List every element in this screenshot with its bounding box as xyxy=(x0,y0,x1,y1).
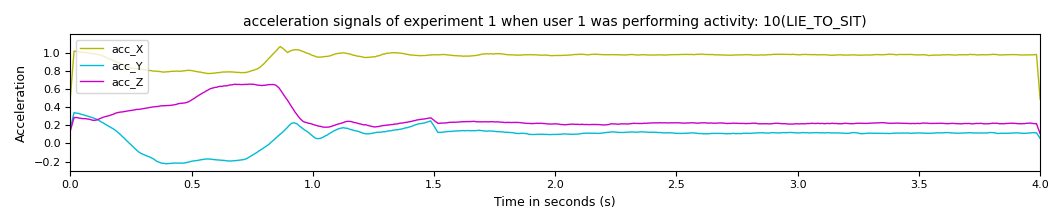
acc_Z xyxy=(82,118,95,121)
acc_Z xyxy=(1034,132,1047,135)
acc_Z xyxy=(733,122,746,125)
acc_X xyxy=(273,45,286,48)
Y-axis label: Acceleration: Acceleration xyxy=(15,64,28,142)
acc_Y xyxy=(503,131,516,134)
acc_Y xyxy=(238,158,251,161)
Line: acc_Z: acc_Z xyxy=(70,84,1041,134)
acc_Z xyxy=(244,83,256,85)
acc_X xyxy=(503,53,516,56)
acc_Z xyxy=(237,83,250,86)
acc_Y xyxy=(83,115,96,118)
X-axis label: Time in seconds (s): Time in seconds (s) xyxy=(495,196,616,209)
acc_X xyxy=(733,54,746,56)
acc_X xyxy=(1034,98,1047,100)
acc_X xyxy=(82,52,95,54)
Legend: acc_X, acc_Y, acc_Z: acc_X, acc_Y, acc_Z xyxy=(76,40,148,93)
acc_X xyxy=(237,71,250,74)
acc_X xyxy=(561,54,573,57)
acc_Z xyxy=(971,122,984,125)
Title: acceleration signals of experiment 1 when user 1 was performing activity: 10(LIE: acceleration signals of experiment 1 whe… xyxy=(244,15,867,29)
acc_Y xyxy=(68,111,81,114)
acc_Y xyxy=(1034,137,1047,140)
acc_Z xyxy=(64,129,77,132)
acc_Y xyxy=(562,133,575,135)
acc_Z xyxy=(561,123,573,126)
acc_Z xyxy=(503,121,516,124)
acc_Y xyxy=(972,132,985,134)
acc_Y xyxy=(64,127,77,129)
acc_X xyxy=(971,54,984,56)
Line: acc_X: acc_X xyxy=(70,47,1041,99)
acc_Y xyxy=(161,162,173,165)
acc_Y xyxy=(733,132,746,135)
Line: acc_Y: acc_Y xyxy=(70,113,1041,164)
acc_X xyxy=(64,96,77,99)
